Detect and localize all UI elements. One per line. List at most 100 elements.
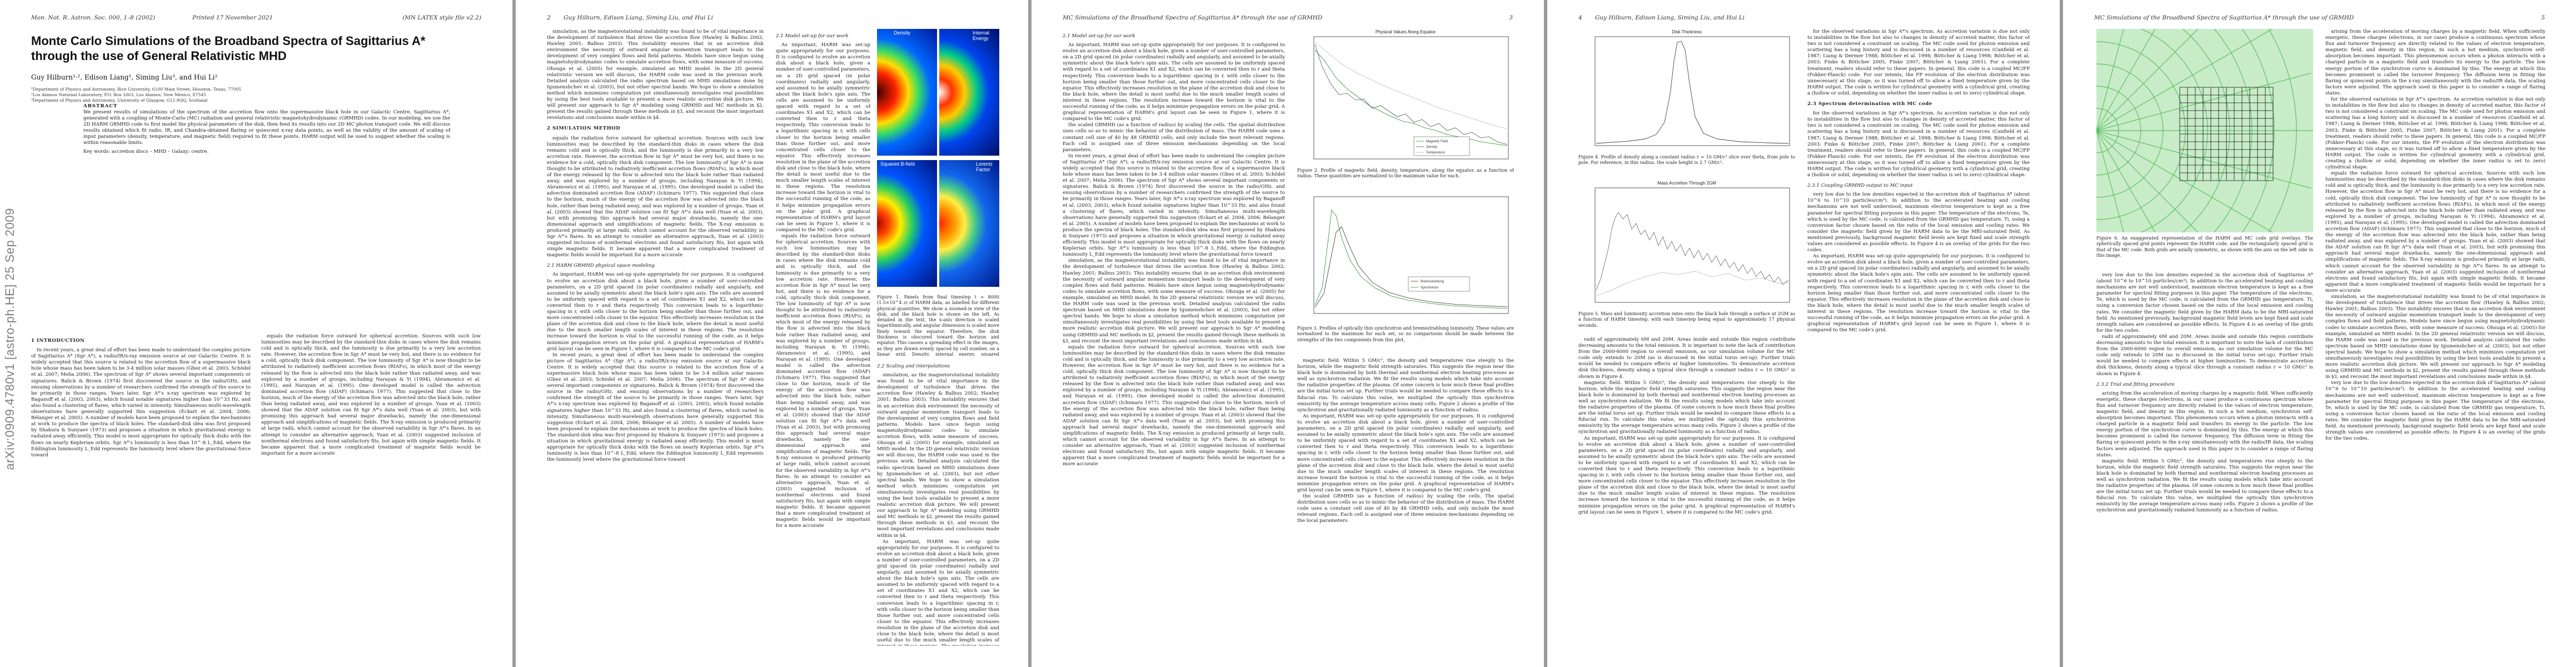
column-left: very low due to the low densities expect… xyxy=(2096,272,2313,646)
panel-squared-bfield: Squared B-field xyxy=(877,160,937,287)
subsection-heading: 2.2 Scaling and interpolations xyxy=(877,364,950,369)
figure-4-plot: Disk Thickness xyxy=(1595,29,1790,146)
page-number: 4 xyxy=(1578,14,1582,21)
paragraph: very low due to the low densities expect… xyxy=(2096,272,2313,334)
paragraph: simulation, as the magnetorotational ins… xyxy=(1063,258,1285,344)
harm-grid-ray xyxy=(2096,130,2124,232)
page-1: Mon. Not. R. Astron. Soc. 000, 1–8 (2002… xyxy=(0,0,512,667)
figure-3-caption: Figure 3. Profiles of optically thin syn… xyxy=(1297,326,1514,342)
subsection-heading: 2.3.1 Coupling GRMHD output to MC input xyxy=(1807,183,1913,189)
harm-grid-ray xyxy=(2096,130,2274,232)
abstract: ABSTRACT We present results of simulatio… xyxy=(83,103,450,155)
mc-grid xyxy=(2179,87,2274,181)
column-right: for the observed variations in Sgr A*'s … xyxy=(1807,29,2030,646)
page-3: MC Simulations of the Broadband Spectra … xyxy=(1032,0,1544,667)
magnetic-field-curve xyxy=(1314,49,1508,146)
running-title: MC Simulations of the Broadband Spectra … xyxy=(2094,14,2354,21)
paragraph: magnetic field. Within 5 GM/c², the dens… xyxy=(1297,358,1514,413)
running-header: 4 Guy Hilburn, Edison Liang, Siming Liu,… xyxy=(1578,14,2029,22)
paragraph: equals the radiation force outward for s… xyxy=(261,334,481,456)
figure-2-caption: Figure 2. Profile of magnetic field, den… xyxy=(1297,168,1514,179)
journal-ref: Mon. Not. R. Astron. Soc. 000, 1–8 (2002… xyxy=(31,14,156,21)
figure-6-grid-overlay xyxy=(2096,29,2313,232)
paragraph: As important, HARM was set-up quite appr… xyxy=(1297,413,1514,493)
subsection-heading: 2.1 HARM GRMHD physical space modeling xyxy=(547,263,655,269)
paragraph: As important, HARM was set-up quite appr… xyxy=(1063,42,1285,122)
subsection-heading: 2.1 Model set-up for our work xyxy=(1063,33,1135,39)
plot-frame xyxy=(1595,36,1790,146)
bremsstrahlung-curve xyxy=(1314,226,1508,308)
legend-entry: Density xyxy=(1426,146,1437,149)
temperature-curve xyxy=(1314,42,1508,130)
section-heading: 2 SIMULATION METHOD xyxy=(547,126,621,132)
paragraph: As important, HARM was set-up quite appr… xyxy=(1807,253,2030,334)
paragraph: As important, HARM was set-up quite appr… xyxy=(877,539,999,646)
subsection-heading: 2.1 Model set-up for our work xyxy=(776,33,849,39)
column-right: arising from the acceleration of moving … xyxy=(2325,29,2545,646)
paragraph: arising from the acceleration of moving … xyxy=(2325,29,2545,96)
paragraph: very low due to the low densities expect… xyxy=(2325,380,2545,442)
harm-grid-ray xyxy=(2096,29,2124,131)
running-header: 2 Guy Hilburn, Edison Liang, Siming Liu,… xyxy=(547,14,997,22)
paragraph: simulation, as the magnetorotational ins… xyxy=(877,372,999,539)
synchrotron-curve xyxy=(1314,210,1508,309)
legend-entry: Temperature xyxy=(1426,151,1445,155)
legend-entry: Synchrotron xyxy=(1421,286,1438,290)
column-right: magnetic field. Within 5 GM/c², the dens… xyxy=(1297,358,1514,646)
figure-6-caption: Figure 6. An exaggerated representation … xyxy=(2096,236,2313,258)
figure-3-plot: Bremsstrahlung Synchrotron xyxy=(1313,196,1509,314)
page-number: 3 xyxy=(1509,14,1513,21)
section-heading: 2.3 Spectrum determination with MC code xyxy=(1807,101,1932,107)
paragraph: As important, HARM was set-up quite appr… xyxy=(1578,435,1795,515)
harm-grid-ray xyxy=(2096,72,2311,131)
abstract-body: We present results of simulations of the… xyxy=(83,109,450,146)
panel-internal-energy: Internal Energy xyxy=(939,29,999,156)
paragraph: for the observed variations in Sgr A*'s … xyxy=(1807,111,2030,178)
paragraph: equals the radiation force outward for s… xyxy=(2325,171,2545,293)
paragraph: magnetic field. Within 5 GM/c², the dens… xyxy=(1578,380,1795,435)
panel-label: Squared B-field xyxy=(880,161,915,167)
affiliation-1: ¹Department of Physics and Astronomy, Ri… xyxy=(31,87,242,92)
paragraph: As important, HARM was set-up quite appr… xyxy=(547,272,764,352)
panel-label: Lorentz Factor xyxy=(976,161,993,172)
arxiv-id: arXiv:0909.4780v1 [astro-ph.HE] 25 Sep 2… xyxy=(3,208,17,470)
harm-grid xyxy=(2096,29,2313,232)
figure-2-plot: Physical Values Along Equator Magnetic F… xyxy=(1313,29,1509,160)
page-number: 5 xyxy=(2541,14,2545,21)
panel-density: Density xyxy=(877,29,937,156)
page-5: MC Simulations of the Broadband Spectra … xyxy=(2063,0,2576,667)
paragraph: equals the radiation force outward for s… xyxy=(776,233,870,529)
column-right-lower: 2.2 Scaling and interpolations simulatio… xyxy=(877,359,999,646)
figure-1-caption: Figure 1. Panels from final timestep t =… xyxy=(877,295,999,356)
paragraph: As important, HARM was set-up quite appr… xyxy=(776,42,870,233)
running-authors: Guy Hilburn, Edison Liang, Siming Liu, a… xyxy=(564,14,714,21)
paragraph: very low due to the low densities expect… xyxy=(1807,192,2030,253)
column-right: equals the radiation force outward for s… xyxy=(261,334,481,645)
paragraph: magnetic field. Within 5 GM/c², the dens… xyxy=(2096,458,2313,514)
plot-frame xyxy=(1313,36,1509,160)
panel-lorentz-factor: Lorentz Factor xyxy=(939,160,999,287)
figure-5-plot: Mass Accretion Through 2GM xyxy=(1595,181,1790,303)
paper-title: Monte Carlo Simulations of the Broadband… xyxy=(31,34,426,63)
author-list: Guy Hilburn¹·², Edison Liang¹, Siming Li… xyxy=(31,73,218,81)
column-left: radii of approximately 6M and 20M. Areas… xyxy=(1578,337,1795,646)
print-date: Printed 17 November 2021 xyxy=(192,14,273,21)
arxiv-stamp: arXiv:0909.4780v1 [astro-ph.HE] 25 Sep 2… xyxy=(2,183,18,495)
paragraph: In recent years, a great deal of effort … xyxy=(31,347,251,458)
running-title: MC Simulations of the Broadband Spectra … xyxy=(1063,14,1323,21)
paragraph: the scaled GRMHD (as a function of radiu… xyxy=(1297,494,1514,524)
paragraph: for the observed variations in Sgr A*'s … xyxy=(1807,29,2030,96)
affiliations: ¹Department of Physics and Astronomy, Ri… xyxy=(31,87,454,103)
paragraph: In recent years, a great deal of effort … xyxy=(1063,153,1285,258)
affiliation-2: ²Los Alamos National Laboratory, P.O. Bo… xyxy=(31,92,206,97)
paragraph: simulation, as the magnetorotational ins… xyxy=(547,29,764,121)
page-2: 2 Guy Hilburn, Edison Liang, Siming Liu,… xyxy=(516,0,1028,667)
page-number: 2 xyxy=(547,14,551,21)
harm-grid-ray xyxy=(2096,29,2156,131)
column-left: 2.1 Model set-up for our work As importa… xyxy=(1063,29,1285,646)
column-left: 1 INTRODUCTION In recent years, a great … xyxy=(31,334,251,645)
keywords: Key words: accretion discs – MHD – Galax… xyxy=(83,149,209,155)
subsection-heading: 2.3.2 Trial and fitting procedure xyxy=(2096,381,2175,387)
harm-grid-ray xyxy=(2096,130,2311,189)
harm-grid-ray xyxy=(2096,130,2199,232)
